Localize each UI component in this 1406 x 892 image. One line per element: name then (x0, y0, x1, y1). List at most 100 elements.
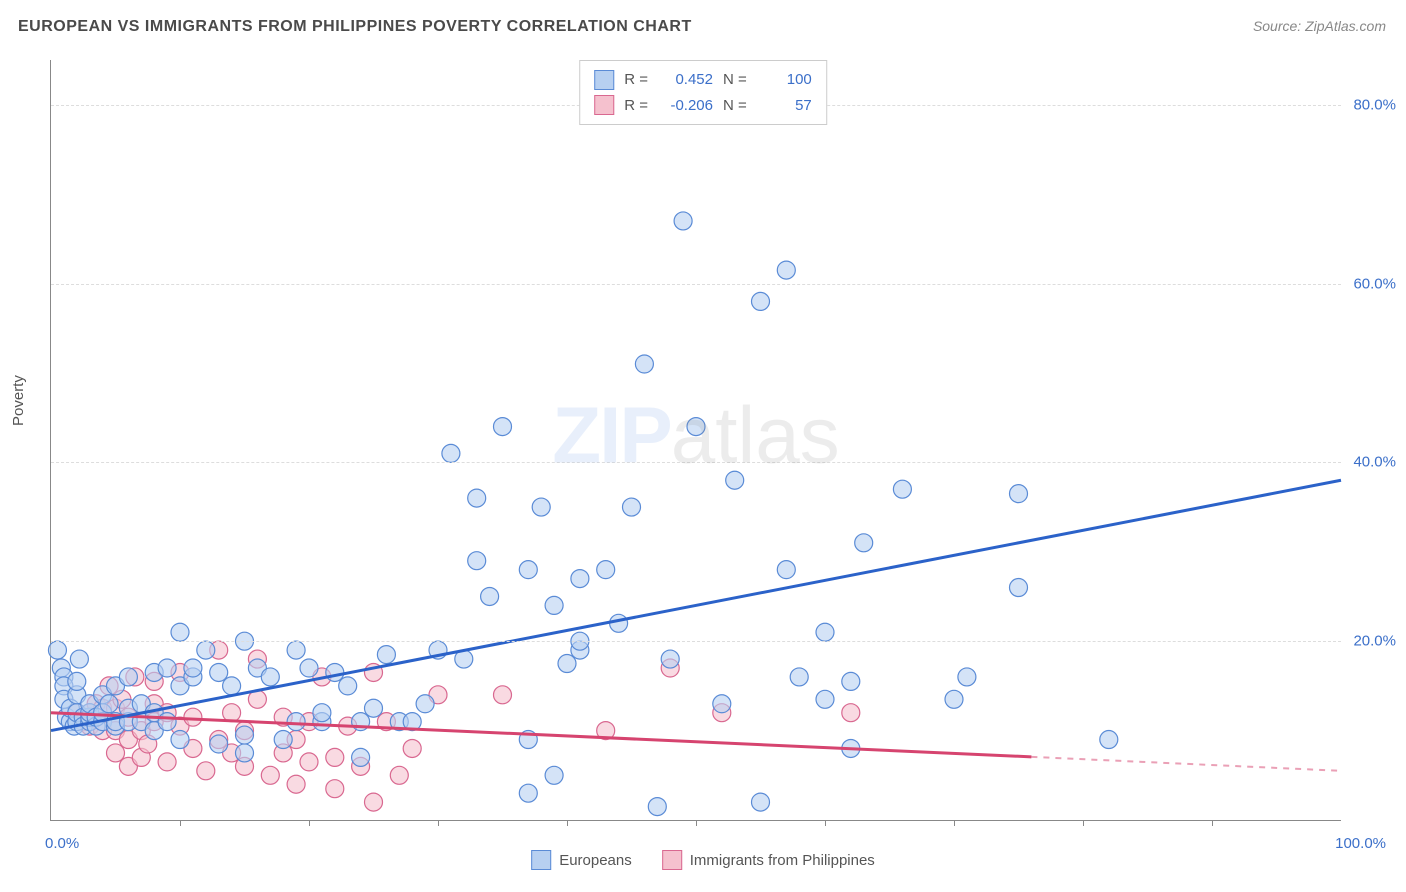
data-point (519, 784, 537, 802)
data-point (197, 762, 215, 780)
data-point (171, 623, 189, 641)
source-text: Source: ZipAtlas.com (1253, 18, 1386, 34)
data-point (158, 713, 176, 731)
scatter-svg (51, 60, 1341, 820)
correlation-legend: R = 0.452 N = 100 R = -0.206 N = 57 (579, 60, 827, 125)
data-point (184, 708, 202, 726)
x-tick (180, 820, 181, 826)
y-axis-label: Poverty (10, 375, 27, 426)
data-point (842, 672, 860, 690)
x-tick (438, 820, 439, 826)
data-point (893, 480, 911, 498)
data-point (365, 699, 383, 717)
x-tick (825, 820, 826, 826)
data-point (610, 614, 628, 632)
gridline (51, 462, 1341, 463)
data-point (1010, 579, 1028, 597)
data-point (442, 444, 460, 462)
data-point (210, 735, 228, 753)
data-point (261, 766, 279, 784)
data-point (945, 690, 963, 708)
data-point (300, 659, 318, 677)
data-point (1100, 731, 1118, 749)
data-point (674, 212, 692, 230)
data-point (236, 744, 254, 762)
data-point (390, 766, 408, 784)
data-point (958, 668, 976, 686)
x-tick (1212, 820, 1213, 826)
x-tick (309, 820, 310, 826)
data-point (184, 659, 202, 677)
data-point (100, 695, 118, 713)
data-point (661, 650, 679, 668)
data-point (68, 672, 86, 690)
data-point (635, 355, 653, 373)
data-point (158, 753, 176, 771)
y-tick-label: 80.0% (1353, 96, 1396, 113)
data-point (623, 498, 641, 516)
data-point (70, 650, 88, 668)
data-point (726, 471, 744, 489)
legend-item-europeans: Europeans (531, 850, 632, 870)
gridline (51, 641, 1341, 642)
data-point (790, 668, 808, 686)
x-tick (567, 820, 568, 826)
data-point (223, 677, 241, 695)
swatch-europeans (531, 850, 551, 870)
data-point (210, 663, 228, 681)
data-point (326, 748, 344, 766)
data-point (519, 561, 537, 579)
data-point (403, 739, 421, 757)
gridline (51, 284, 1341, 285)
plot-area: ZIPatlas 20.0%40.0%60.0%80.0% (50, 60, 1341, 821)
data-point (494, 686, 512, 704)
data-point (223, 704, 241, 722)
data-point (119, 668, 137, 686)
data-point (468, 552, 486, 570)
data-point (287, 775, 305, 793)
data-point (468, 489, 486, 507)
x-max-label: 100.0% (1335, 835, 1386, 852)
data-point (494, 418, 512, 436)
data-point (558, 655, 576, 673)
data-point (713, 695, 731, 713)
data-point (326, 663, 344, 681)
data-point (287, 641, 305, 659)
data-point (816, 623, 834, 641)
data-point (816, 690, 834, 708)
legend-item-philippines: Immigrants from Philippines (662, 850, 875, 870)
y-tick-label: 60.0% (1353, 275, 1396, 292)
x-tick (696, 820, 697, 826)
swatch-philippines (594, 95, 614, 115)
data-point (377, 646, 395, 664)
data-point (1010, 485, 1028, 503)
series-legend: Europeans Immigrants from Philippines (531, 850, 875, 870)
data-point (158, 659, 176, 677)
data-point (261, 668, 279, 686)
data-point (597, 561, 615, 579)
data-point (236, 726, 254, 744)
data-point (648, 798, 666, 816)
y-tick-label: 20.0% (1353, 633, 1396, 650)
data-point (339, 677, 357, 695)
data-point (481, 587, 499, 605)
data-point (855, 534, 873, 552)
x-tick (1083, 820, 1084, 826)
legend-row-europeans: R = 0.452 N = 100 (594, 67, 812, 93)
data-point (545, 596, 563, 614)
x-tick (954, 820, 955, 826)
x-min-label: 0.0% (45, 835, 79, 852)
data-point (687, 418, 705, 436)
data-point (365, 793, 383, 811)
data-point (752, 292, 770, 310)
swatch-philippines (662, 850, 682, 870)
data-point (326, 780, 344, 798)
y-tick-label: 40.0% (1353, 454, 1396, 471)
data-point (171, 731, 189, 749)
data-point (107, 744, 125, 762)
data-point (571, 570, 589, 588)
trend-line-extrapolated (1031, 757, 1341, 771)
data-point (416, 695, 434, 713)
data-point (352, 748, 370, 766)
data-point (197, 641, 215, 659)
